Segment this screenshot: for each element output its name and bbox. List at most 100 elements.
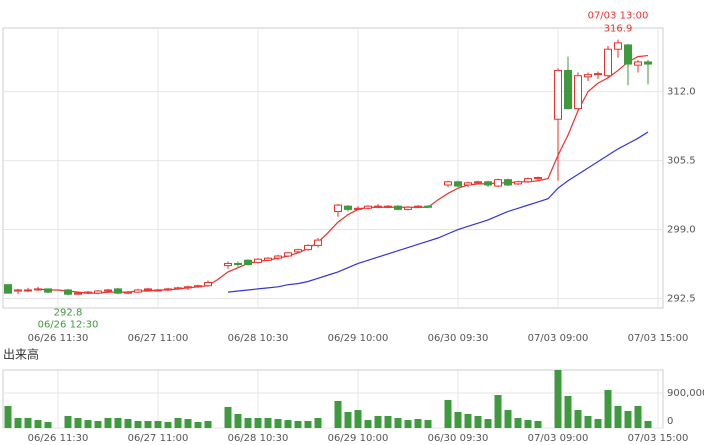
candle-body [174,287,182,290]
candle-body [44,288,52,293]
volume-bar [374,416,382,428]
candle-body [184,286,192,289]
volume-bar [284,420,292,428]
candle-body [94,290,102,294]
volume-bar [494,394,502,428]
volume-bar [164,422,172,428]
candle-body [384,205,392,208]
candle-body [104,289,112,292]
volume-bar [4,406,12,428]
x-tick-label: 06/29 10:00 [328,433,389,444]
candle-body [554,69,562,120]
candle-body [14,289,22,292]
x-tick-label: 06/30 09:30 [428,333,489,344]
candle-body [594,73,602,76]
candle-body [444,181,452,186]
candle-body [484,181,492,186]
volume-bar [524,420,532,428]
price-frame [2,27,664,309]
volume-bar [184,419,192,428]
candle-body [344,205,352,210]
candle-body [424,205,432,208]
candle-body [4,284,12,294]
volume-bar [244,417,252,428]
volume-bar [224,406,232,428]
candle-body [644,61,652,65]
volume-bar [474,416,482,428]
candle-body [504,179,512,186]
volume-bar [354,410,362,428]
x-tick-label: 06/28 10:30 [228,333,289,344]
volume-tick-label: 0 [667,416,673,427]
candle-body [404,206,412,210]
candle-body [454,181,462,187]
volume-bar [294,420,302,428]
volume-bar [634,406,642,428]
x-tick-label: 07/03 09:00 [528,333,589,344]
candle-body [614,42,622,50]
candle-body [274,255,282,259]
volume-bar [644,420,652,428]
volume-bar [134,420,142,428]
candle-body [194,285,202,288]
volume-bar [334,400,342,428]
candle-body [624,44,632,65]
candle-body [134,289,142,293]
candle-body [24,289,32,292]
candle-body [74,292,82,295]
volume-title: 出来高 [3,347,39,362]
candle-body [114,288,122,294]
candle-body [604,48,612,77]
x-tick-label: 07/03 15:00 [628,433,689,444]
y-tick-label: 299.0 [667,225,696,236]
volume-bar [104,417,112,428]
volume-frame [2,369,664,429]
candle-body [204,282,212,287]
volume-bar [94,420,102,428]
candle-body [354,207,362,210]
candle-body [494,179,502,187]
volume-bar [84,420,92,428]
candle-body [294,249,302,253]
candle-body [564,69,572,110]
volume-bar [584,416,592,428]
volume-bar [404,420,412,428]
volume-bar [44,422,52,428]
volume-tick-label: 900,000 [667,388,704,399]
volume-bar [144,420,152,428]
candle-body [164,288,172,291]
volume-bar [314,417,322,428]
candle-body [84,291,92,294]
volume-bar [614,406,622,428]
candle-body [34,288,42,291]
high-time: 07/03 13:00 [588,11,649,22]
volume-bar [204,420,212,428]
y-tick-label: 312.0 [667,87,696,98]
candle-body [304,244,312,251]
volume-bar [154,420,162,428]
volume-bar [574,410,582,428]
volume-bar [594,419,602,428]
volume-bar [534,420,542,428]
volume-bar [414,419,422,428]
volume-bar [464,413,472,428]
candle-body [264,257,272,261]
volume-bar [34,420,42,428]
x-tick-label: 06/26 11:30 [28,433,89,444]
volume-bar [504,410,512,428]
candle-body [124,291,132,294]
candle-body [154,289,162,292]
volume-bar [364,420,372,428]
x-tick-label: 06/27 11:00 [128,333,189,344]
volume-bar [424,420,432,428]
candle-body [524,178,532,183]
volume-bar [234,413,242,428]
candle-body [234,262,242,266]
low-time: 06/26 12:30 [38,319,99,330]
candle-body [514,181,522,185]
candle-body [464,182,472,186]
volume-bar [624,410,632,428]
x-tick-label: 07/03 15:00 [628,333,689,344]
volume-bar [74,417,82,428]
volume-bar [24,417,32,428]
